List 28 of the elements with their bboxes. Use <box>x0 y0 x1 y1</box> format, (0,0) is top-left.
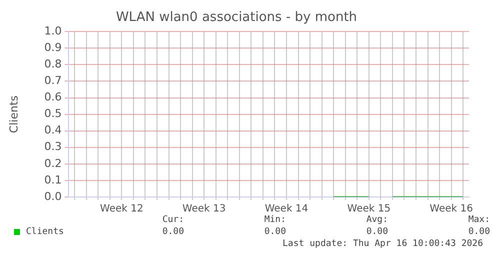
y-tick-label: 0.4 <box>44 124 62 137</box>
x-tick-label: Week 14 <box>264 204 308 215</box>
y-tick-label: 0.8 <box>44 58 62 71</box>
x-tick-label: Week 12 <box>100 204 144 215</box>
text: 0.00 <box>161 226 184 238</box>
x-tick-label: Week 16 <box>430 204 473 215</box>
text: Min: <box>263 214 286 226</box>
y-axis-title: Clients <box>7 95 20 134</box>
text: 0.00 <box>467 226 490 238</box>
y-tick-label: 0.2 <box>44 156 62 170</box>
y-tick-label: 0.9 <box>44 41 62 54</box>
text: Last update: Thu Apr 16 10:00:43 2026 <box>282 238 483 250</box>
y-tick-label: 0.7 <box>44 74 62 88</box>
text: Max: <box>467 214 490 226</box>
text: 0.00 <box>263 226 286 238</box>
y-tick-label: 1.0 <box>44 24 62 38</box>
y-tick-label: 0.1 <box>44 173 62 186</box>
legend-label: Clients <box>26 226 64 238</box>
x-tick-label: Week 13 <box>182 204 226 215</box>
text: Cur: <box>161 214 184 226</box>
y-tick-label: 0.6 <box>44 90 62 104</box>
y-tick-label: 0.3 <box>44 140 62 154</box>
text: 0.00 <box>365 226 388 238</box>
y-tick-label: 0.5 <box>44 107 62 120</box>
y-tick-label: 0.0 <box>44 190 62 203</box>
text: Avg: <box>365 214 388 226</box>
chart-title: WLAN wlan0 associations - by month <box>116 10 358 26</box>
x-tick-label: Week 15 <box>347 204 391 215</box>
